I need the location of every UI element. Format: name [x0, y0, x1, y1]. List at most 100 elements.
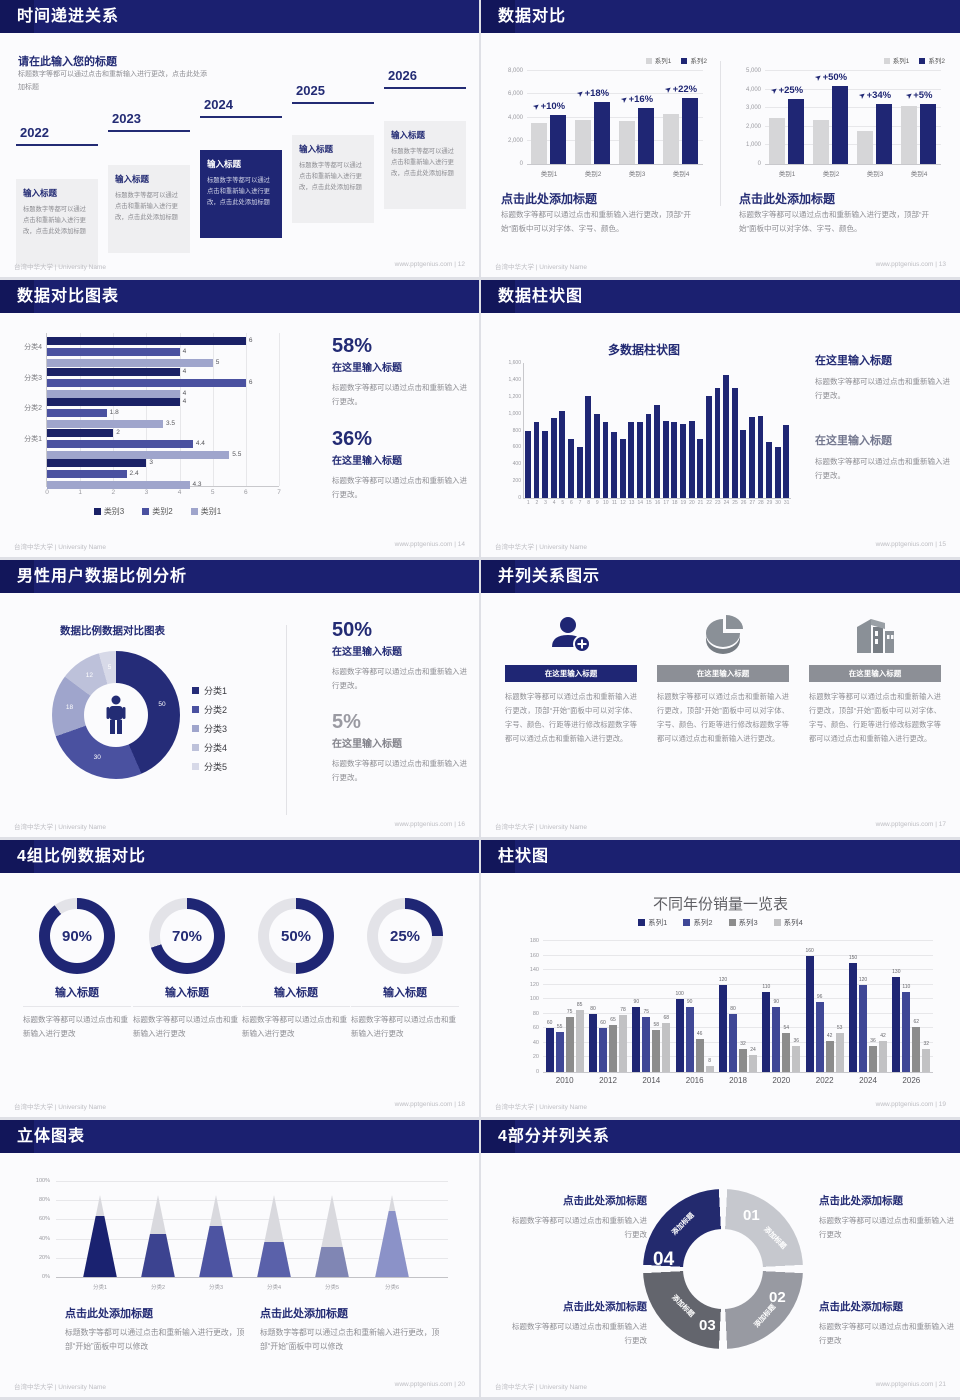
- footer-university: 台湾中华大学 | University Name: [495, 1104, 587, 1111]
- block-body: 标题数字等都可以通过点击和重新输入进行更改。: [815, 457, 950, 481]
- bar-value-label: 160: [805, 947, 814, 954]
- slide-footer: 台湾中华大学 | University Name www.pptgenius.co…: [14, 1101, 465, 1111]
- slide-content: 90% 输入标题 标题数字等都可以通过点击和重新输入进行更改 70% 输入标题 标题数字等…: [0, 873, 479, 1117]
- slide-13-data-comparison[interactable]: 数据对比 系列1 系列2 0 2,000 4,000 6,000 8,000 ➤+10% 类别1…: [481, 0, 960, 277]
- bar: [585, 395, 592, 498]
- slide-12-time-progression[interactable]: 时间递进关系 请在此输入您的标题 标题数字等都可以通过点击和重新输入进行更改，点…: [0, 0, 479, 277]
- series1-bar: [857, 130, 873, 164]
- bar: [619, 438, 626, 498]
- bar: [542, 430, 549, 498]
- caption-body: 标题数字等都可以通过点击和重新输入进行更改，顶部“开始”面板中可以对字体、字号、…: [501, 210, 691, 233]
- bar: [783, 424, 790, 498]
- bar-value-label: 8: [708, 1058, 712, 1065]
- y-tick-label: 0: [519, 161, 523, 167]
- hbar: 4: [47, 398, 186, 407]
- growth-annotation: ➤+25%: [768, 84, 804, 97]
- slide-footer: 台湾中华大学 | University Name www.pptgenius.co…: [14, 821, 465, 831]
- slide-17-parallel-relation[interactable]: 并列关系图示 在这里输入标题 标题数字等都可以通过点击和重新输入进行更改，顶部“…: [481, 560, 960, 837]
- block-heading: 在这里输入标题: [815, 435, 892, 447]
- caption-body: 标题数字等都可以通过点击和重新输入进行更改，顶部“开始”面板中可以对字体、字号、…: [739, 210, 929, 233]
- stat-body: 标题数字等都可以通过点击和重新输入进行更改。: [332, 667, 467, 691]
- slide-title: 数据对比图表: [17, 288, 120, 305]
- y-tick-label: 80%: [38, 1197, 50, 1204]
- hbar: 4: [47, 389, 186, 398]
- legend-swatch: [192, 725, 199, 732]
- section-intro: 标题数字等都可以通过点击和重新输入进行更改，点击此处添加标题: [18, 71, 207, 91]
- slide-15-column-chart[interactable]: 数据柱状图 多数据柱状图 0 200 400 600 800 1,000 1,200 1,400…: [481, 280, 960, 557]
- bar: [637, 422, 643, 498]
- divider: [286, 625, 287, 815]
- bar: [565, 1017, 574, 1072]
- bar-value-label: 60: [600, 1020, 606, 1027]
- y-tick-label: 0: [757, 161, 761, 167]
- cone-fill: [141, 1234, 175, 1277]
- legend-swatch: [192, 687, 199, 694]
- group-label: 分类1: [24, 435, 42, 443]
- x-tick-label: 23: [715, 500, 721, 506]
- legend-swatch: [192, 706, 199, 713]
- slide-20-cone-chart[interactable]: 立体图表 0% 20% 40% 60% 80% 100% 分类1 分类2 分类3 分类4 分类5 分类…: [0, 1120, 479, 1397]
- legend-swatch: [638, 919, 646, 926]
- slide-14-comparison-chart[interactable]: 数据对比图表 0 1 2 3 4 5 6 7 分类4 6 4 5 分类3 4 6 4 分类2 4 1.8 3.5 分类1…: [0, 280, 479, 557]
- timeline-card-body: 标题数字等都可以通过点击和重新输入进行更改，点击此处添加标题: [115, 192, 178, 222]
- value-label: 4: [182, 398, 187, 406]
- hbar: 5: [47, 359, 219, 367]
- group-label: 分类2: [24, 405, 42, 413]
- slide-18-four-ratio-gauges[interactable]: 4组比例数据对比 90% 输入标题 标题数字等都可以通过点击和重新输入进行更改 70%…: [0, 840, 479, 1117]
- gridline: [543, 940, 933, 941]
- y-tick-label: 160: [529, 952, 539, 959]
- slide-title-bar: 数据对比图表: [0, 280, 479, 313]
- y-tick-label: 140: [529, 967, 539, 974]
- bar-group: ➤+18% 类别2: [571, 71, 615, 178]
- y-tick-label: 8,000: [507, 68, 523, 74]
- bar: [728, 1013, 737, 1072]
- gridline: [543, 1027, 933, 1029]
- slide-21-four-part-ring[interactable]: 4部分并列关系 01 添加标题 02 添加标题 03 添加标题 04 添加标题 点击此处添加标…: [481, 1120, 960, 1397]
- x-tick-label: 8: [587, 500, 590, 506]
- bar-value-label: 80: [730, 1005, 736, 1012]
- y-tick-label: 1,400: [508, 376, 521, 383]
- arrow-icon: ➤: [574, 88, 586, 100]
- legend-item: 类别3: [93, 506, 124, 517]
- series1-bar: [813, 120, 829, 164]
- bar-value-label: 54: [783, 1024, 790, 1031]
- x-category-label: 类别1: [540, 171, 558, 178]
- cone-fill: [375, 1211, 409, 1277]
- x-category-label: 分类6: [384, 1285, 400, 1291]
- x-tick-label: 21: [697, 500, 704, 506]
- x-category-label: 分类1: [92, 1285, 108, 1291]
- timeline-card-body: 标题数字等都可以通过点击和重新输入进行更改，点击此处添加标题: [207, 177, 270, 207]
- slice-value-label: 30: [93, 754, 101, 762]
- y-tick-label: 100%: [35, 1178, 50, 1184]
- timeline-year-column: 2025 输入标题 标题数字等都可以通过点击和重新输入进行更改，点击此处添加标题: [292, 83, 374, 223]
- stat-heading: 在这里输入标题: [332, 363, 402, 374]
- multi-bar-chart: 多数据柱状图 0 200 400 600 800 1,000 1,200 1,400 1,600 1…: [493, 341, 795, 513]
- footer-university: 台湾中华大学 | University Name: [14, 824, 106, 831]
- bar: [740, 429, 747, 498]
- group-label: 分类3: [24, 374, 42, 382]
- bar: [645, 413, 652, 498]
- x-tick-label: 1: [526, 500, 530, 506]
- timeline-card: 输入标题 标题数字等都可以通过点击和重新输入进行更改，点击此处添加标题: [200, 150, 282, 238]
- bar: [685, 1006, 694, 1072]
- gauge-value: 25%: [378, 909, 432, 963]
- slide-content: 多数据柱状图 0 200 400 600 800 1,000 1,200 1,400 1,600 1…: [481, 313, 960, 557]
- slide-16-male-user-ratio[interactable]: 男性用户数据比例分析 数据比例数据对比图表 50 30 18 12 5 分类1 分类2 分类…: [0, 560, 479, 837]
- x-category-label: 2014: [642, 1076, 661, 1085]
- bar-value-label: 100: [675, 991, 684, 998]
- legend-swatch: [192, 744, 199, 751]
- legend-swatch: [683, 919, 691, 926]
- bar-plot: 0 20 40 60 80 100 120 140 160 180 60 55 75 85 2010 80 60…: [530, 938, 933, 1085]
- timeline-year: 2025: [292, 83, 374, 104]
- slide-title-bar: 柱状图: [481, 840, 960, 873]
- ring-number: 02: [769, 1289, 786, 1306]
- text-block-2: 在这里输入标题 标题数字等都可以通过点击和重新输入进行更改。: [815, 431, 953, 484]
- timeline-card-body: 标题数字等都可以通过点击和重新输入进行更改，点击此处添加标题: [23, 206, 86, 236]
- cone: [375, 1195, 409, 1277]
- y-tick-label: 200: [512, 478, 521, 485]
- y-tick-label: 20: [532, 1054, 539, 1061]
- legend-item: 系列1: [638, 917, 667, 928]
- slide-footer: 台湾中华大学 | University Name www.pptgenius.co…: [495, 541, 946, 551]
- slide-19-grouped-bar-chart[interactable]: 柱状图 不同年份销量一览表 系列1 系列2 系列3 系列4 0 20 40 60 80 100 1…: [481, 840, 960, 1117]
- legend-item: 类别1: [190, 506, 221, 517]
